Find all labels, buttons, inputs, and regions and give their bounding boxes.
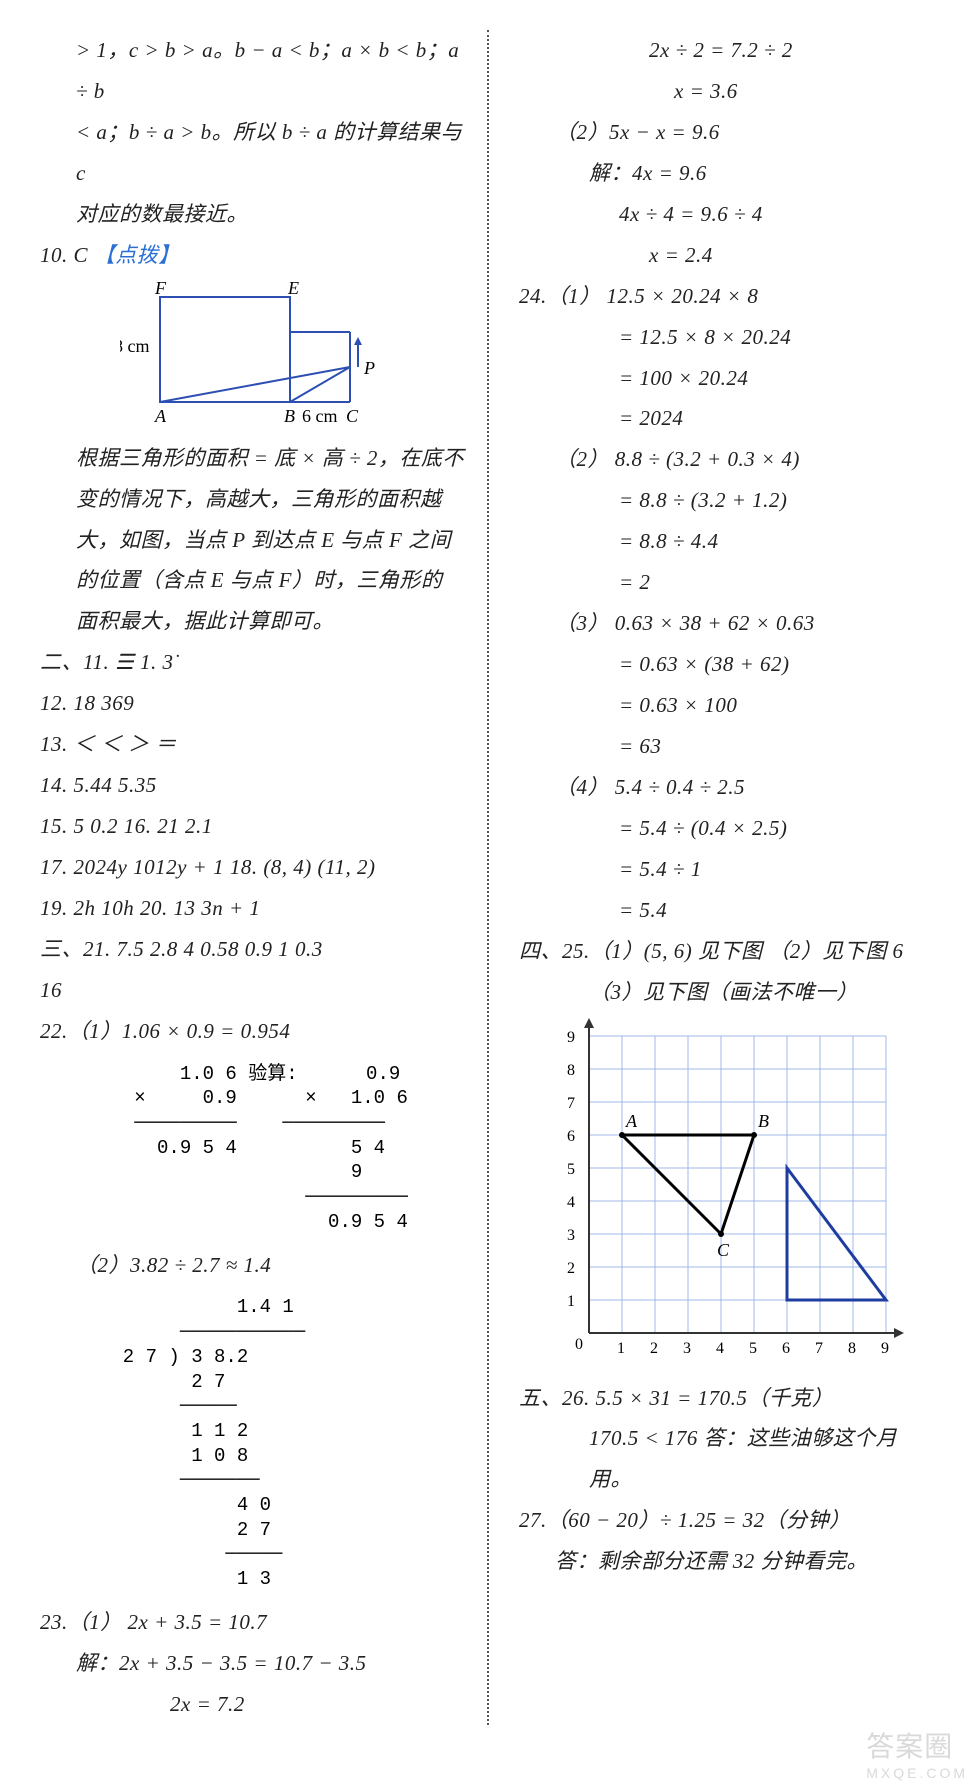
diag-w: 6 cm	[302, 406, 338, 426]
diag-label-c: C	[346, 406, 359, 426]
q24-1-s: = 2024	[519, 398, 938, 439]
sec3-21b: 16	[40, 970, 467, 1011]
q24-4-s: = 5.4 ÷ 1	[519, 849, 938, 890]
q23-2: （2）5x − x = 9.6	[519, 112, 938, 153]
q10-exp: 变的情况下，高越大，三角形的面积越	[40, 479, 467, 520]
q23-2-s1: 解：4x = 9.6	[519, 153, 938, 194]
q13: 13. ＜ ＜ ＞ ＝	[40, 724, 467, 765]
intro-line: < a；b ÷ a > b。所以 b ÷ a 的计算结果与 c	[40, 112, 467, 194]
diag-label-p: P	[363, 358, 375, 378]
q10-answer: 10. C	[40, 243, 88, 267]
q23-1-s1: 解：2x + 3.5 − 3.5 = 10.7 − 3.5	[40, 1643, 467, 1684]
q19-20: 19. 2h 10h 20. 13 3n + 1	[40, 888, 467, 929]
q24-3-s: = 0.63 × 100	[519, 685, 938, 726]
watermark: 答案圈 MXQE.COM	[866, 1725, 968, 1781]
q24-1-s: = 12.5 × 8 × 20.24	[519, 317, 938, 358]
q24-1-s: = 100 × 20.24	[519, 358, 938, 399]
svg-text:3: 3	[683, 1340, 691, 1357]
geometry-diagram: F E P A B C 8 cm 6 cm	[120, 282, 380, 432]
right-column: 2x ÷ 2 = 7.2 ÷ 2 x = 3.6 （2）5x − x = 9.6…	[489, 30, 938, 1725]
q22-2: （2）3.82 ÷ 2.7 ≈ 1.4	[40, 1245, 467, 1286]
q23-1-s4: x = 3.6	[519, 71, 938, 112]
left-column: > 1，c > b > a。b − a < b；a × b < b；a ÷ b …	[40, 30, 489, 1725]
q24-4-s: = 5.4 ÷ (0.4 × 2.5)	[519, 808, 938, 849]
q12: 12. 18 369	[40, 683, 467, 724]
q10-head: 10. C 【点拨】	[40, 235, 467, 276]
q24-3-s: = 63	[519, 726, 938, 767]
q10-exp: 根据三角形的面积 = 底 × 高 ÷ 2，在底不	[40, 438, 467, 479]
q24-2: （2） 8.8 ÷ (3.2 + 0.3 × 4)	[519, 439, 938, 480]
q27b: 答：剩余部分还需 32 分钟看完。	[519, 1541, 938, 1582]
grid-svg: 0 1 1 2 2 3 3 4 4 5 5 6 6 7 7 8 8 9 9 A B C	[549, 1013, 929, 1373]
svg-text:B: B	[758, 1111, 769, 1131]
q22-1: 22.（1）1.06 × 0.9 = 0.954	[40, 1011, 467, 1052]
svg-text:7: 7	[815, 1340, 823, 1357]
svg-text:A: A	[625, 1111, 638, 1131]
sec4-25a: 四、25.（1）(5, 6) 见下图 （2）见下图 6	[519, 931, 938, 972]
q23-1: 23.（1） 2x + 3.5 = 10.7	[40, 1602, 467, 1643]
q14: 14. 5.44 5.35	[40, 765, 467, 806]
q10-exp: 面积最大，据此计算即可。	[40, 601, 467, 642]
q27a: 27.（60 − 20）÷ 1.25 = 32（分钟）	[519, 1500, 938, 1541]
q24-1: 24.（1） 12.5 × 20.24 × 8	[519, 276, 938, 317]
q10-exp: 的位置（含点 E 与点 F）时，三角形的	[40, 560, 467, 601]
svg-text:C: C	[717, 1240, 730, 1260]
svg-text:3: 3	[567, 1227, 575, 1244]
q24-3-s: = 0.63 × (38 + 62)	[519, 644, 938, 685]
svg-text:0: 0	[575, 1336, 583, 1353]
svg-text:9: 9	[567, 1029, 575, 1046]
svg-text:7: 7	[567, 1095, 575, 1112]
sec3-21: 三、21. 7.5 2.8 4 0.58 0.9 1 0.3	[40, 929, 467, 970]
diag-h: 8 cm	[120, 336, 150, 356]
hint-label: 【点拨】	[94, 243, 180, 267]
intro-line: > 1，c > b > a。b − a < b；a × b < b；a ÷ b	[40, 30, 467, 112]
svg-text:2: 2	[650, 1340, 658, 1357]
svg-text:4: 4	[567, 1194, 575, 1211]
coord-grid: 0 1 1 2 2 3 3 4 4 5 5 6 6 7 7 8 8 9 9 A B C	[519, 1013, 929, 1378]
vertical-div: 1.4 1 ─────────── 2 7 ) 3 8.2 2 7 ───── …	[40, 1295, 467, 1591]
watermark-sub: MXQE.COM	[866, 1765, 968, 1781]
vertical-mult: 1.0 6 验算: 0.9 × 0.9 × 1.0 6 ───────── ──…	[40, 1062, 467, 1235]
diag-label-b: B	[284, 406, 295, 426]
q24-3: （3） 0.63 × 38 + 62 × 0.63	[519, 603, 938, 644]
q24-4-s: = 5.4	[519, 890, 938, 931]
page: > 1，c > b > a。b − a < b；a × b < b；a ÷ b …	[0, 0, 978, 1785]
watermark-main: 答案圈	[866, 1731, 953, 1762]
svg-text:6: 6	[567, 1128, 575, 1145]
svg-text:4: 4	[716, 1340, 724, 1357]
q23-1-s3: 2x ÷ 2 = 7.2 ÷ 2	[519, 30, 938, 71]
q24-2-s: = 2	[519, 562, 938, 603]
q23-1-s2: 2x = 7.2	[40, 1684, 467, 1725]
sec5-26b: 170.5 < 176 答：这些油够这个月用。	[519, 1418, 938, 1500]
svg-text:1: 1	[617, 1340, 625, 1357]
q10-exp: 大，如图，当点 P 到达点 E 与点 F 之间	[40, 520, 467, 561]
sec2-11: 二、11. ☰ 1. 3̇	[40, 642, 467, 683]
sec4-25b: （3）见下图（画法不唯一）	[519, 972, 938, 1013]
sec5-26a: 五、26. 5.5 × 31 = 170.5（千克）	[519, 1378, 938, 1419]
svg-text:8: 8	[567, 1062, 575, 1079]
svg-text:5: 5	[749, 1340, 757, 1357]
q23-2-s2: 4x ÷ 4 = 9.6 ÷ 4	[519, 194, 938, 235]
diag-label-e: E	[287, 282, 299, 298]
svg-text:1: 1	[567, 1293, 575, 1310]
svg-text:5: 5	[567, 1161, 575, 1178]
diag-label-f: F	[154, 282, 167, 298]
svg-text:8: 8	[848, 1340, 856, 1357]
q17-18: 17. 2024y 1012y + 1 18. (8, 4) (11, 2)	[40, 847, 467, 888]
svg-text:2: 2	[567, 1260, 575, 1277]
q24-2-s: = 8.8 ÷ 4.4	[519, 521, 938, 562]
q24-2-s: = 8.8 ÷ (3.2 + 1.2)	[519, 480, 938, 521]
intro-line: 对应的数最接近。	[40, 194, 467, 235]
svg-text:6: 6	[782, 1340, 790, 1357]
svg-text:9: 9	[881, 1340, 889, 1357]
q24-4: （4） 5.4 ÷ 0.4 ÷ 2.5	[519, 767, 938, 808]
q15-16: 15. 5 0.2 16. 21 2.1	[40, 806, 467, 847]
q23-2-s3: x = 2.4	[519, 235, 938, 276]
diag-label-a: A	[154, 406, 167, 426]
